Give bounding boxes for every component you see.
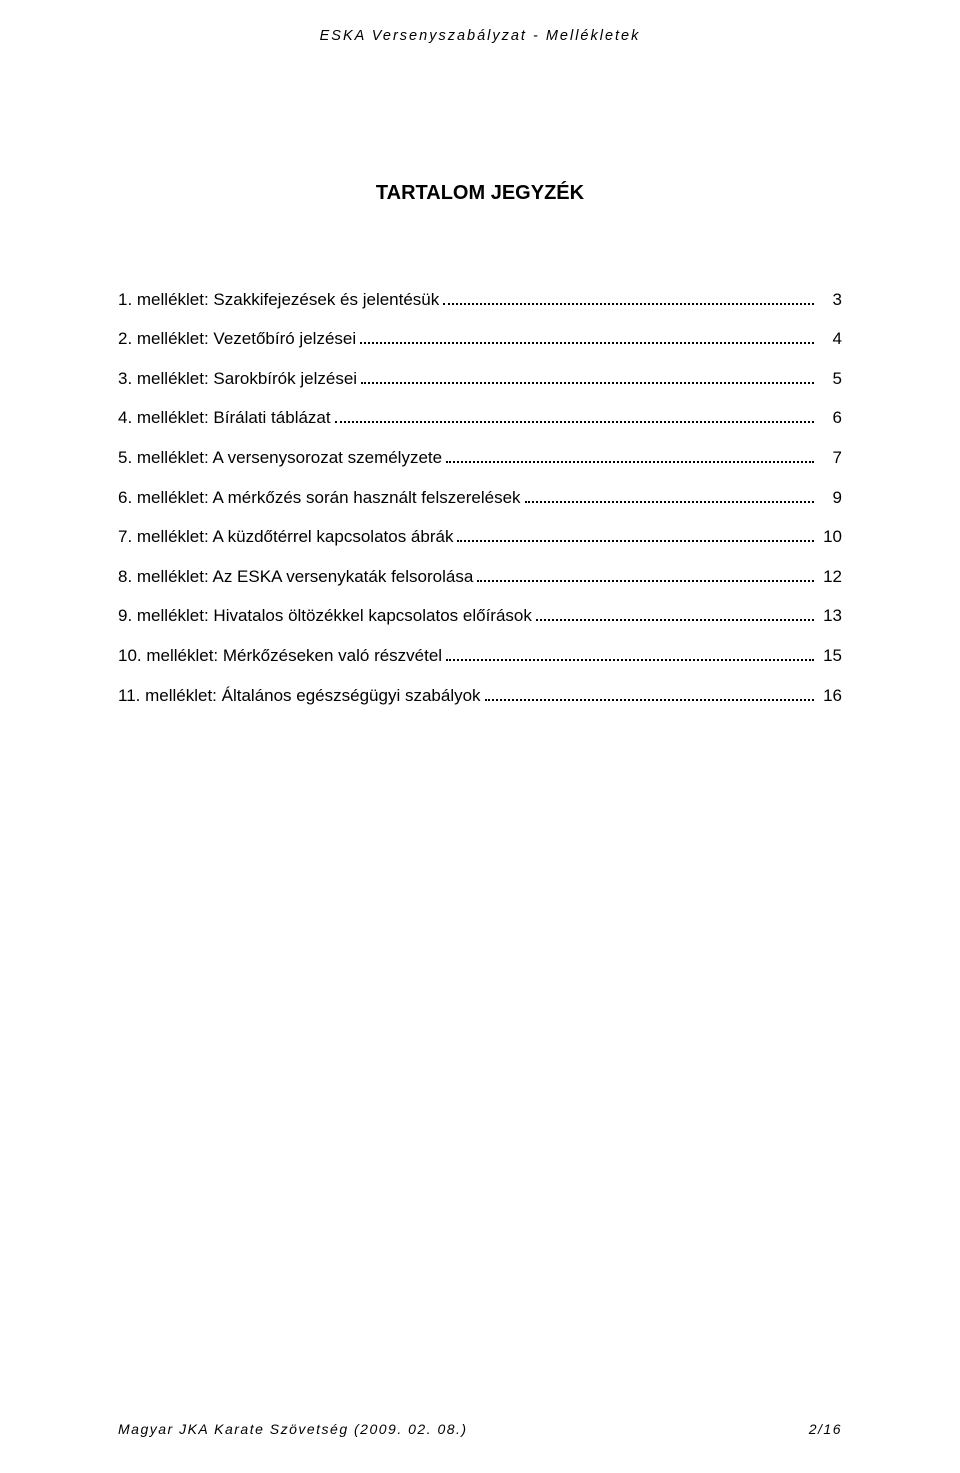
toc-entry-page: 6 xyxy=(818,409,842,426)
toc-leader-dots xyxy=(457,527,814,543)
toc-row: 5. melléklet: A versenysorozat személyze… xyxy=(118,447,842,466)
toc-entry-label: 3. melléklet: Sarokbírók jelzései xyxy=(118,370,357,387)
toc-row: 8. melléklet: Az ESKA versenykaták felso… xyxy=(118,566,842,585)
toc-row: 9. melléklet: Hivatalos öltözékkel kapcs… xyxy=(118,606,842,625)
toc-row: 1. melléklet: Szakkifejezések és jelenté… xyxy=(118,289,842,308)
page-title: TARTALOM JEGYZÉK xyxy=(118,182,842,205)
toc-entry-page: 13 xyxy=(818,607,842,624)
footer-right: 2/16 xyxy=(809,1421,842,1437)
toc-row: 4. melléklet: Bírálati táblázat 6 xyxy=(118,408,842,427)
toc-entry-label: 5. melléklet: A versenysorozat személyze… xyxy=(118,449,442,466)
toc-entry-page: 3 xyxy=(818,291,842,308)
toc-entry-page: 9 xyxy=(818,489,842,506)
toc-entry-page: 7 xyxy=(818,449,842,466)
toc-leader-dots xyxy=(335,408,814,424)
toc-entry-page: 4 xyxy=(818,330,842,347)
toc-leader-dots xyxy=(361,368,814,384)
toc-entry-label: 7. melléklet: A küzdőtérrel kapcsolatos … xyxy=(118,528,453,545)
toc-leader-dots xyxy=(477,566,814,582)
page-header: ESKA Versenyszabályzat - Mellékletek xyxy=(118,28,842,44)
toc-entry-label: 2. melléklet: Vezetőbíró jelzései xyxy=(118,330,356,347)
toc-row: 3. melléklet: Sarokbírók jelzései 5 xyxy=(118,368,842,387)
footer-left: Magyar JKA Karate Szövetség (2009. 02. 0… xyxy=(118,1421,468,1437)
toc-entry-label: 1. melléklet: Szakkifejezések és jelenté… xyxy=(118,291,439,308)
toc-entry-page: 12 xyxy=(818,568,842,585)
toc-row: 2. melléklet: Vezetőbíró jelzései 4 xyxy=(118,329,842,348)
toc-entry-label: 10. melléklet: Mérkőzéseken való részvét… xyxy=(118,647,442,664)
header-text: ESKA Versenyszabályzat - Mellékletek xyxy=(320,28,641,44)
toc-leader-dots xyxy=(443,289,814,305)
toc-row: 7. melléklet: A küzdőtérrel kapcsolatos … xyxy=(118,527,842,546)
toc-entry-label: 11. melléklet: Általános egészségügyi sz… xyxy=(118,687,481,704)
toc-row: 10. melléklet: Mérkőzéseken való részvét… xyxy=(118,645,842,664)
title-text: TARTALOM JEGYZÉK xyxy=(376,182,584,204)
toc-entry-label: 9. melléklet: Hivatalos öltözékkel kapcs… xyxy=(118,607,532,624)
toc-entry-label: 4. melléklet: Bírálati táblázat xyxy=(118,409,331,426)
toc-row: 11. melléklet: Általános egészségügyi sz… xyxy=(118,685,842,704)
toc-leader-dots xyxy=(360,329,814,345)
toc-leader-dots xyxy=(536,606,814,622)
toc-entry-page: 16 xyxy=(818,687,842,704)
toc-entry-page: 5 xyxy=(818,370,842,387)
toc-entry-page: 15 xyxy=(818,647,842,664)
page: ESKA Versenyszabályzat - Mellékletek TAR… xyxy=(0,0,960,1473)
toc-row: 6. melléklet: A mérkőzés során használt … xyxy=(118,487,842,506)
page-footer: Magyar JKA Karate Szövetség (2009. 02. 0… xyxy=(118,1421,842,1437)
toc-leader-dots xyxy=(446,447,814,463)
toc-entry-label: 6. melléklet: A mérkőzés során használt … xyxy=(118,489,521,506)
toc-entry-label: 8. melléklet: Az ESKA versenykaták felso… xyxy=(118,568,473,585)
toc-leader-dots xyxy=(446,645,814,661)
toc-leader-dots xyxy=(525,487,814,503)
toc-entry-page: 10 xyxy=(818,528,842,545)
table-of-contents: 1. melléklet: Szakkifejezések és jelenté… xyxy=(118,289,842,704)
toc-leader-dots xyxy=(485,685,814,701)
